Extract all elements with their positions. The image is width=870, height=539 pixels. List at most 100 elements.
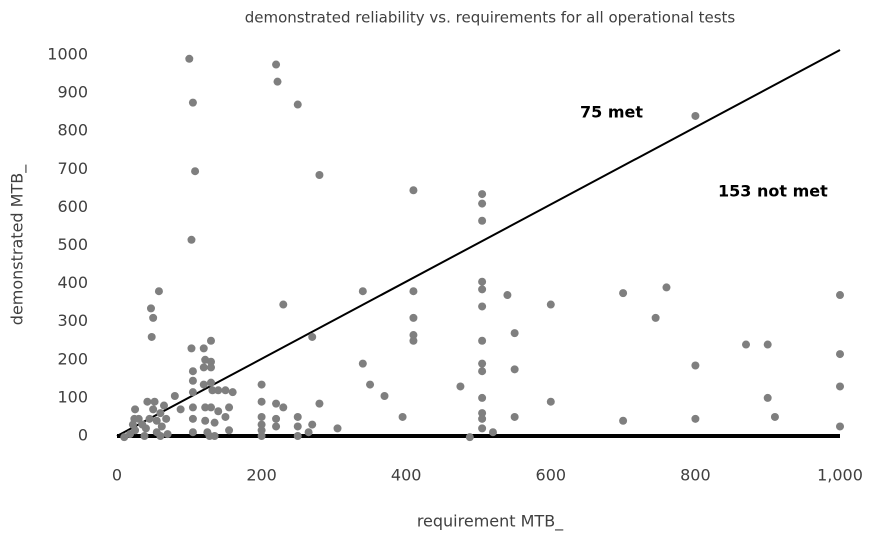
x-axis-label: requirement MTB_ (417, 512, 564, 532)
y-axis-label: demonstrated MTB_ (8, 164, 28, 325)
point (279, 300, 288, 309)
point (201, 416, 210, 425)
point (149, 405, 158, 414)
point (272, 422, 281, 431)
y-tick-label: 700 (57, 159, 88, 178)
point (257, 380, 266, 389)
point (273, 77, 282, 86)
point (742, 340, 751, 349)
point (221, 412, 230, 421)
point (279, 403, 288, 412)
x-tick-label: 800 (680, 466, 711, 485)
point (206, 378, 215, 387)
y-tick-label: 500 (57, 235, 88, 254)
point (187, 344, 196, 353)
point (691, 361, 700, 370)
y-tick-label: 200 (57, 349, 88, 368)
point (398, 412, 407, 421)
point (366, 380, 375, 389)
x-tick-label: 400 (391, 466, 422, 485)
point (131, 405, 140, 414)
point (546, 300, 555, 309)
point (409, 331, 418, 340)
point (214, 407, 223, 416)
point (170, 391, 179, 400)
point (272, 414, 281, 423)
point (478, 277, 487, 286)
point (836, 422, 844, 431)
y-tick-label: 300 (57, 311, 88, 330)
x-tick-label: 600 (536, 466, 567, 485)
point (358, 287, 367, 296)
point (763, 393, 772, 402)
point (478, 199, 487, 208)
y-tick-label: 400 (57, 273, 88, 292)
point (156, 409, 165, 418)
point (293, 412, 302, 421)
point (619, 289, 628, 298)
point (478, 359, 487, 368)
point (257, 420, 266, 429)
point (478, 424, 487, 433)
y-tick-label: 800 (57, 121, 88, 140)
point (159, 401, 168, 410)
point (188, 367, 197, 376)
point (210, 418, 219, 427)
point (315, 399, 324, 408)
point (478, 409, 487, 418)
point (358, 359, 367, 368)
point (257, 412, 266, 421)
point (206, 363, 215, 372)
point (333, 424, 342, 433)
point (409, 186, 418, 195)
point (206, 357, 215, 366)
point (478, 367, 487, 376)
point (163, 430, 172, 439)
y-tick-label: 1000 (47, 45, 88, 64)
point (465, 433, 474, 442)
point (188, 403, 197, 412)
point (185, 54, 194, 63)
point (691, 111, 700, 120)
point (478, 285, 487, 294)
point (188, 414, 197, 423)
point (188, 388, 197, 397)
point (157, 422, 166, 431)
point (188, 376, 197, 385)
x-tick-label: 200 (246, 466, 277, 485)
point (546, 397, 555, 406)
point (409, 313, 418, 322)
point (691, 414, 700, 423)
point (510, 329, 519, 338)
point (257, 432, 266, 440)
x-tick-label: 0 (112, 466, 122, 485)
point (162, 414, 171, 423)
point (150, 397, 159, 406)
point (478, 216, 487, 225)
point (221, 386, 230, 395)
y-tick-label: 0 (78, 426, 88, 445)
point (152, 416, 161, 425)
point (503, 291, 512, 300)
point (409, 287, 418, 296)
point (304, 428, 313, 437)
y-tick-label: 100 (57, 387, 88, 406)
point (763, 340, 772, 349)
point (191, 167, 200, 176)
point (478, 302, 487, 311)
point (380, 391, 389, 400)
point (315, 171, 324, 180)
point (662, 283, 671, 292)
point (488, 428, 497, 437)
point (156, 432, 165, 440)
point (145, 414, 154, 423)
point (510, 412, 519, 421)
point (510, 365, 519, 374)
point (836, 382, 844, 391)
point (154, 287, 163, 296)
point (308, 332, 317, 341)
point (478, 190, 487, 199)
point (225, 403, 234, 412)
point (478, 336, 487, 345)
